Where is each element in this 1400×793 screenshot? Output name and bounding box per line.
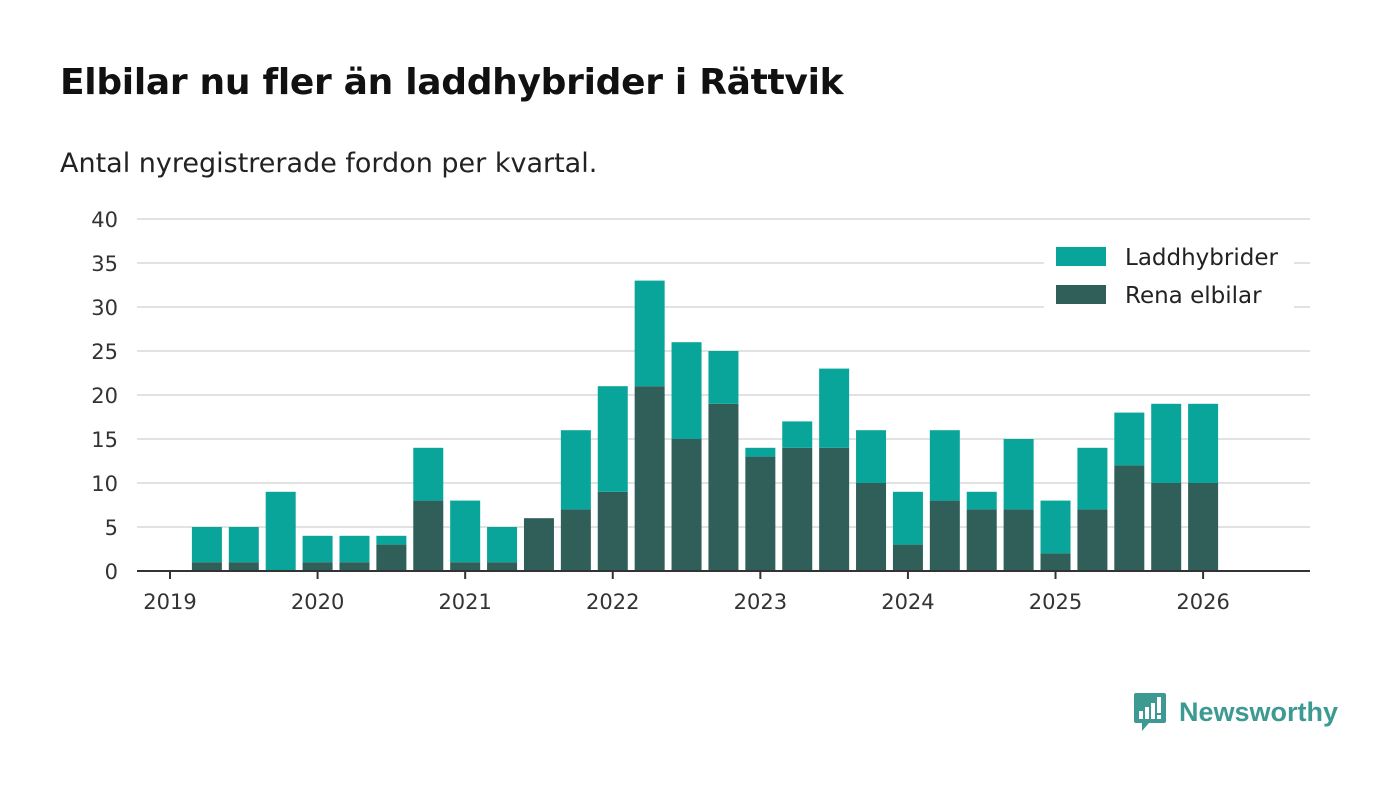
bar-laddhybrider-2024-q1	[892, 491, 923, 545]
newsworthy-logo-icon	[1134, 693, 1166, 731]
bar-rena-elbilar-2020-q2	[339, 562, 370, 571]
legend-label-rena-elbilar: Rena elbilar	[1125, 283, 1262, 309]
bar-laddhybrider-2021-q1	[450, 500, 481, 563]
bar-laddhybrider-2023-q3	[819, 368, 850, 448]
bar-laddhybrider-2024-q4	[1003, 439, 1034, 510]
bar-laddhybrider-2025-q1	[1040, 500, 1071, 554]
bar-rena-elbilar-2020-q4	[413, 500, 444, 571]
bar-laddhybrider-2019-q4	[265, 491, 296, 571]
legend-swatch-laddhybrider	[1056, 247, 1106, 266]
bar-laddhybrider-2021-q2	[487, 527, 518, 563]
legend-swatch-rena-elbilar	[1056, 285, 1106, 304]
bar-laddhybrider-2023-q1	[745, 447, 776, 457]
bar-laddhybrider-2020-q4	[413, 447, 444, 501]
bars	[191, 280, 1219, 571]
y-tick-label-40: 40	[91, 208, 118, 232]
bar-rena-elbilar-2025-q4	[1151, 483, 1182, 571]
bar-rena-elbilar-2024-q3	[966, 509, 997, 571]
bar-rena-elbilar-2026-q1	[1188, 483, 1219, 571]
x-tick-label-2021: 2021	[438, 590, 491, 614]
bar-laddhybrider-2020-q1	[302, 535, 333, 563]
bar-laddhybrider-2022-q4	[708, 351, 739, 404]
bar-laddhybrider-2022-q3	[671, 342, 702, 439]
bar-rena-elbilar-2023-q4	[856, 483, 887, 571]
bar-laddhybrider-2020-q3	[376, 535, 407, 545]
bar-rena-elbilar-2022-q3	[671, 439, 702, 571]
bar-rena-elbilar-2024-q4	[1003, 509, 1034, 571]
bar-laddhybrider-2025-q2	[1077, 447, 1108, 510]
bar-rena-elbilar-2025-q1	[1040, 553, 1071, 571]
bar-laddhybrider-2025-q3	[1114, 412, 1145, 466]
y-tick-label-20: 20	[91, 384, 118, 408]
bar-rena-elbilar-2020-q1	[302, 562, 333, 571]
bar-rena-elbilar-2025-q3	[1114, 465, 1145, 571]
legend: Laddhybrider Rena elbilar	[1044, 240, 1294, 310]
bar-rena-elbilar-2021-q3	[523, 518, 554, 571]
x-axis: 2019 2020 2021 2022 2023 2024 2025 2026	[137, 570, 1310, 614]
bar-rena-elbilar-2022-q1	[597, 491, 628, 571]
bar-rena-elbilar-2024-q2	[929, 500, 960, 571]
x-tick-label-2026: 2026	[1176, 590, 1229, 614]
bar-rena-elbilar-2024-q1	[892, 544, 923, 571]
bar-laddhybrider-2023-q4	[856, 430, 887, 483]
chart-title: Elbilar nu fler än laddhybrider i Rättvi…	[60, 62, 844, 103]
bar-rena-elbilar-2022-q2	[634, 386, 665, 571]
y-tick-label-15: 15	[91, 428, 118, 452]
y-tick-label-5: 5	[105, 516, 118, 540]
bar-rena-elbilar-2021-q1	[450, 562, 481, 571]
bar-rena-elbilar-2021-q4	[560, 509, 591, 571]
y-tick-label-0: 0	[105, 560, 118, 584]
y-tick-label-25: 25	[91, 340, 118, 364]
x-tick-label-2019: 2019	[143, 590, 196, 614]
x-tick-label-2024: 2024	[881, 590, 934, 614]
bar-laddhybrider-2024-q3	[966, 491, 997, 510]
bar-rena-elbilar-2021-q2	[487, 562, 518, 571]
x-tick-label-2023: 2023	[734, 590, 787, 614]
bar-rena-elbilar-2023-q1	[745, 456, 776, 571]
y-axis-ticks: 0 5 10 15 20 25 30 35 40	[91, 208, 118, 584]
bar-rena-elbilar-2023-q2	[782, 447, 813, 571]
bar-laddhybrider-2024-q2	[929, 430, 960, 501]
bar-laddhybrider-2023-q2	[782, 421, 813, 448]
newsworthy-logo-text: Newsworthy	[1179, 696, 1339, 727]
y-tick-label-35: 35	[91, 252, 118, 276]
bar-laddhybrider-2019-q3	[228, 527, 259, 563]
bar-laddhybrider-2022-q1	[597, 386, 628, 492]
bar-rena-elbilar-2019-q3	[228, 562, 259, 571]
bar-rena-elbilar-2022-q4	[708, 403, 739, 571]
y-tick-label-30: 30	[91, 296, 118, 320]
bar-laddhybrider-2026-q1	[1188, 403, 1219, 483]
newsworthy-logo[interactable]: Newsworthy	[1133, 690, 1338, 734]
legend-label-laddhybrider: Laddhybrider	[1125, 245, 1278, 271]
x-tick-label-2025: 2025	[1029, 590, 1082, 614]
bar-laddhybrider-2020-q2	[339, 535, 370, 563]
bar-rena-elbilar-2019-q2	[191, 562, 222, 571]
bar-laddhybrider-2021-q4	[560, 430, 591, 510]
chart-subtitle: Antal nyregistrerade fordon per kvartal.	[60, 148, 598, 179]
y-tick-label-10: 10	[91, 472, 118, 496]
bar-laddhybrider-2019-q2	[191, 527, 222, 563]
bar-rena-elbilar-2023-q3	[819, 447, 850, 571]
x-tick-label-2020: 2020	[291, 590, 344, 614]
x-tick-label-2022: 2022	[586, 590, 639, 614]
bar-laddhybrider-2025-q4	[1151, 403, 1182, 483]
bar-laddhybrider-2022-q2	[634, 280, 665, 387]
bar-rena-elbilar-2025-q2	[1077, 509, 1108, 571]
bar-rena-elbilar-2020-q3	[376, 544, 407, 571]
